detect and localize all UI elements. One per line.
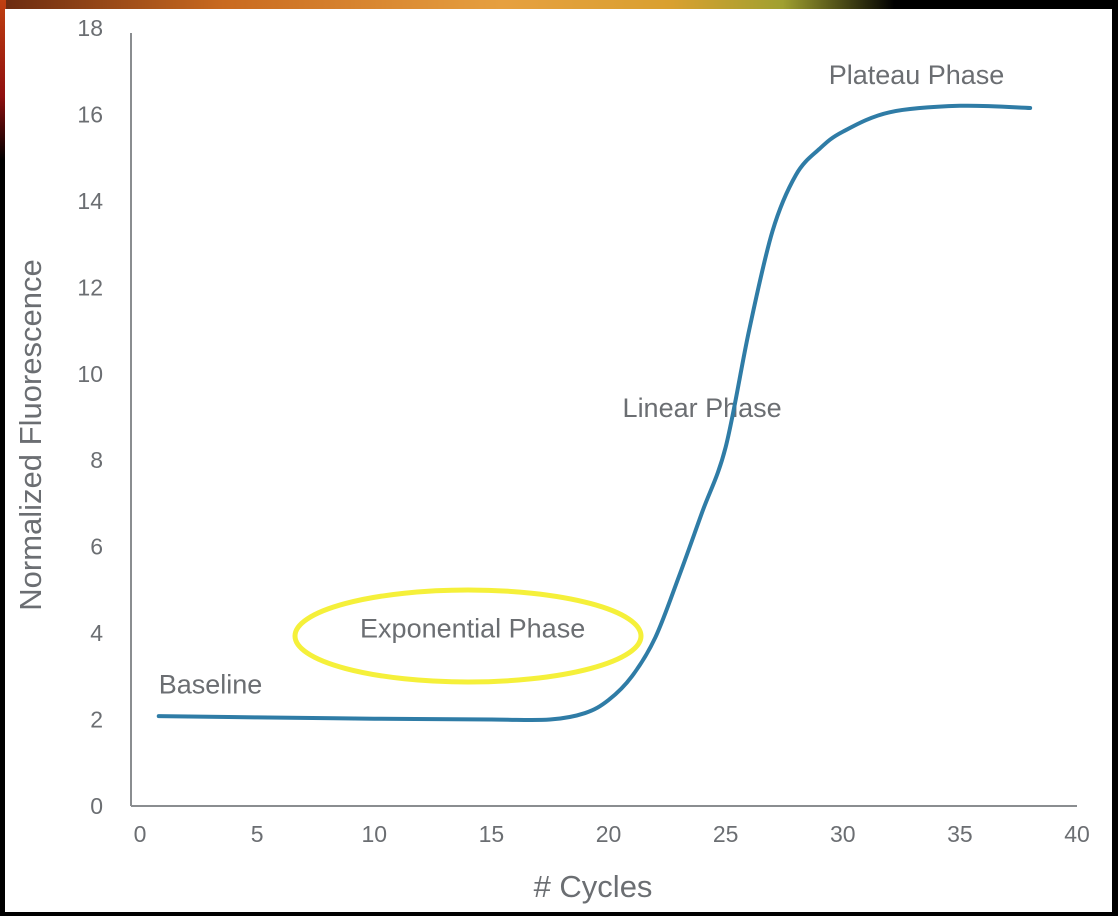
x-tick-label: 25 [713,821,739,847]
y-tick-label: 12 [77,274,103,300]
highlight-ellipse [292,587,644,685]
x-tick-label: 15 [479,821,505,847]
annotation-label: Baseline [159,670,263,700]
x-tick-label: 0 [134,821,147,847]
x-tick-label: 40 [1064,821,1090,847]
slide-left-decoration [0,0,6,160]
x-tick-label: 10 [361,821,387,847]
chart-panel [5,9,1112,912]
y-tick-label: 8 [90,447,103,473]
fluorescence-curve [156,103,1033,723]
x-tick-label: 20 [596,821,622,847]
y-tick-label: 0 [90,793,103,819]
y-tick-label: 2 [90,707,103,733]
y-axis-label: Normalized Fluorescence [13,259,48,610]
x-tick-label: 5 [251,821,264,847]
y-tick-label: 10 [77,361,103,387]
x-axis-label: # Cycles [534,869,653,904]
annotation-label: Plateau Phase [829,60,1005,90]
annotation-label: Linear Phase [623,393,782,423]
y-tick-label: 18 [77,15,103,41]
y-tick-label: 16 [77,101,103,127]
y-tick-label: 14 [77,188,103,214]
y-tick-label: 4 [90,620,103,646]
x-tick-label: 35 [947,821,973,847]
annotation-label: Exponential Phase [360,613,585,643]
x-tick-label: 30 [830,821,856,847]
y-tick-label: 6 [90,534,103,560]
